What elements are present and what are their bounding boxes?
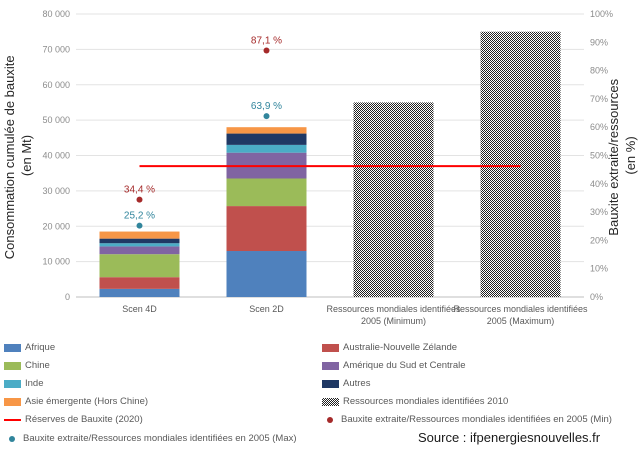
- right-tick-label: 50%: [590, 151, 608, 161]
- legend-swatch: [322, 397, 339, 406]
- category-label: Ressources mondiales identifiées: [326, 304, 461, 314]
- bar-segment: [99, 277, 180, 289]
- bar-segment: [226, 127, 307, 134]
- bar-segment: [226, 178, 307, 207]
- right-tick-label: 60%: [590, 122, 608, 132]
- legend-item-afrique: Afrique: [4, 342, 55, 353]
- bar-segment: [226, 144, 307, 153]
- legend-label: Australie-Nouvelle Zélande: [343, 342, 458, 353]
- bar-segment: [480, 31, 561, 297]
- legend-label: Chine: [25, 360, 50, 371]
- right-tick-label: 80%: [590, 66, 608, 76]
- bar-segment: [353, 102, 434, 297]
- legend-line-swatch: [4, 418, 21, 421]
- left-tick-label: 50 000: [42, 115, 70, 125]
- data-label: 63,9 %: [251, 101, 282, 112]
- right-ticks: 0% 10% 20% 30% 40% 50% 60% 70% 80% 90% 100%: [590, 9, 613, 302]
- legend-label: Asie émergente (Hors Chine): [25, 396, 149, 407]
- left-tick-label: 0: [65, 292, 70, 302]
- bar-segment: [99, 254, 180, 278]
- right-tick-label: 100%: [590, 9, 613, 19]
- bar-segment: [226, 133, 307, 145]
- bar-segment: [99, 231, 180, 239]
- legend-swatch: [322, 343, 339, 352]
- left-ticks: 0 10 000 20 000 30 000 40 000 50 000 60 000 70 …: [42, 9, 70, 302]
- category-label: 2005 (Maximum): [487, 316, 555, 326]
- bar-segment: [99, 243, 180, 247]
- source-credit: Source : ifpenergiesnouvelles.fr: [418, 430, 601, 445]
- legend-swatch: [4, 379, 21, 388]
- bars: [99, 31, 561, 297]
- left-tick-label: 80 000: [42, 9, 70, 19]
- data-point: [136, 222, 143, 229]
- legend-label: Réserves de Bauxite (2020): [25, 414, 143, 425]
- legend-item-australie: Australie-Nouvelle Zélande: [322, 342, 457, 353]
- bar-segment: [99, 288, 180, 297]
- left-tick-label: 20 000: [42, 221, 70, 231]
- data-point: [263, 47, 270, 54]
- data-point: [263, 113, 270, 120]
- data-label: 34,4 %: [124, 185, 155, 196]
- legend-label: Bauxite extraite/Ressources mondiales id…: [23, 433, 297, 444]
- category-label: Scen 2D: [249, 304, 284, 314]
- legend-item-points-min: Bauxite extraite/Ressources mondiales id…: [322, 414, 612, 425]
- legend-label: Ressources mondiales identifiées 2010: [343, 396, 509, 407]
- right-tick-label: 30%: [590, 207, 608, 217]
- left-axis-label-line1: Consommation cumulée de bauxite: [2, 55, 17, 259]
- left-axis-label: Consommation cumulée de bauxite (en Mt): [2, 52, 34, 259]
- legend-swatch: [322, 379, 339, 388]
- bar-segment: [226, 251, 307, 297]
- category-labels: Scen 4D Scen 2D Ressources mondiales ident…: [122, 304, 588, 326]
- bar-segment: [99, 246, 180, 255]
- data-label: 25,2 %: [124, 211, 155, 222]
- right-tick-label: 10%: [590, 264, 608, 274]
- right-tick-label: 70%: [590, 94, 608, 104]
- right-axis-label-line2: (en %): [623, 136, 638, 174]
- left-tick-label: 60 000: [42, 80, 70, 90]
- right-tick-label: 0%: [590, 292, 603, 302]
- category-label: Scen 4D: [122, 304, 157, 314]
- legend-swatch: [4, 343, 21, 352]
- legend-label: Inde: [25, 378, 44, 389]
- legend-label: Bauxite extraite/Ressources mondiales id…: [341, 414, 612, 425]
- left-tick-label: 10 000: [42, 257, 70, 267]
- legend-item-reserves: Réserves de Bauxite (2020): [4, 414, 143, 425]
- bar-segment: [226, 206, 307, 252]
- category-label: 2005 (Minimum): [361, 316, 426, 326]
- legend-dot: [9, 435, 15, 442]
- left-axis-label-line2: (en Mt): [19, 135, 34, 176]
- right-tick-label: 20%: [590, 235, 608, 245]
- category-label: Ressources mondiales identifiées: [453, 304, 588, 314]
- bar-segment: [99, 238, 180, 244]
- legend-label: Autres: [343, 378, 371, 389]
- legend-item-asie: Asie émergente (Hors Chine): [4, 396, 148, 407]
- legend-dot: [327, 416, 333, 423]
- legend-item-points-max: Bauxite extraite/Ressources mondiales id…: [4, 433, 297, 444]
- left-tick-label: 70 000: [42, 44, 70, 54]
- legend-item-amerique: Amérique du Sud et Centrale: [322, 360, 466, 371]
- legend-item-autres: Autres: [322, 378, 370, 389]
- legend-swatch: [322, 361, 339, 370]
- right-axis-label-line1: Bauxite extraite/ressources: [606, 78, 621, 235]
- left-tick-label: 40 000: [42, 151, 70, 161]
- data-label: 87,1 %: [251, 36, 282, 47]
- legend-item-chine: Chine: [4, 360, 50, 371]
- data-point: [136, 196, 143, 203]
- legend-swatch: [4, 361, 21, 370]
- legend-item-ressources-2010: Ressources mondiales identifiées 2010: [322, 396, 508, 407]
- legend-label: Afrique: [25, 342, 56, 353]
- legend-swatch: [4, 397, 21, 406]
- legend-item-inde: Inde: [4, 378, 44, 389]
- legend-label: Amérique du Sud et Centrale: [343, 360, 466, 371]
- points: 34,4 % 87,1 % 25,2 % 63,9 %: [124, 36, 282, 229]
- left-tick-label: 30 000: [42, 186, 70, 196]
- right-axis-label: Bauxite extraite/ressources (en %): [606, 75, 638, 235]
- right-tick-label: 90%: [590, 37, 608, 47]
- right-tick-label: 40%: [590, 179, 608, 189]
